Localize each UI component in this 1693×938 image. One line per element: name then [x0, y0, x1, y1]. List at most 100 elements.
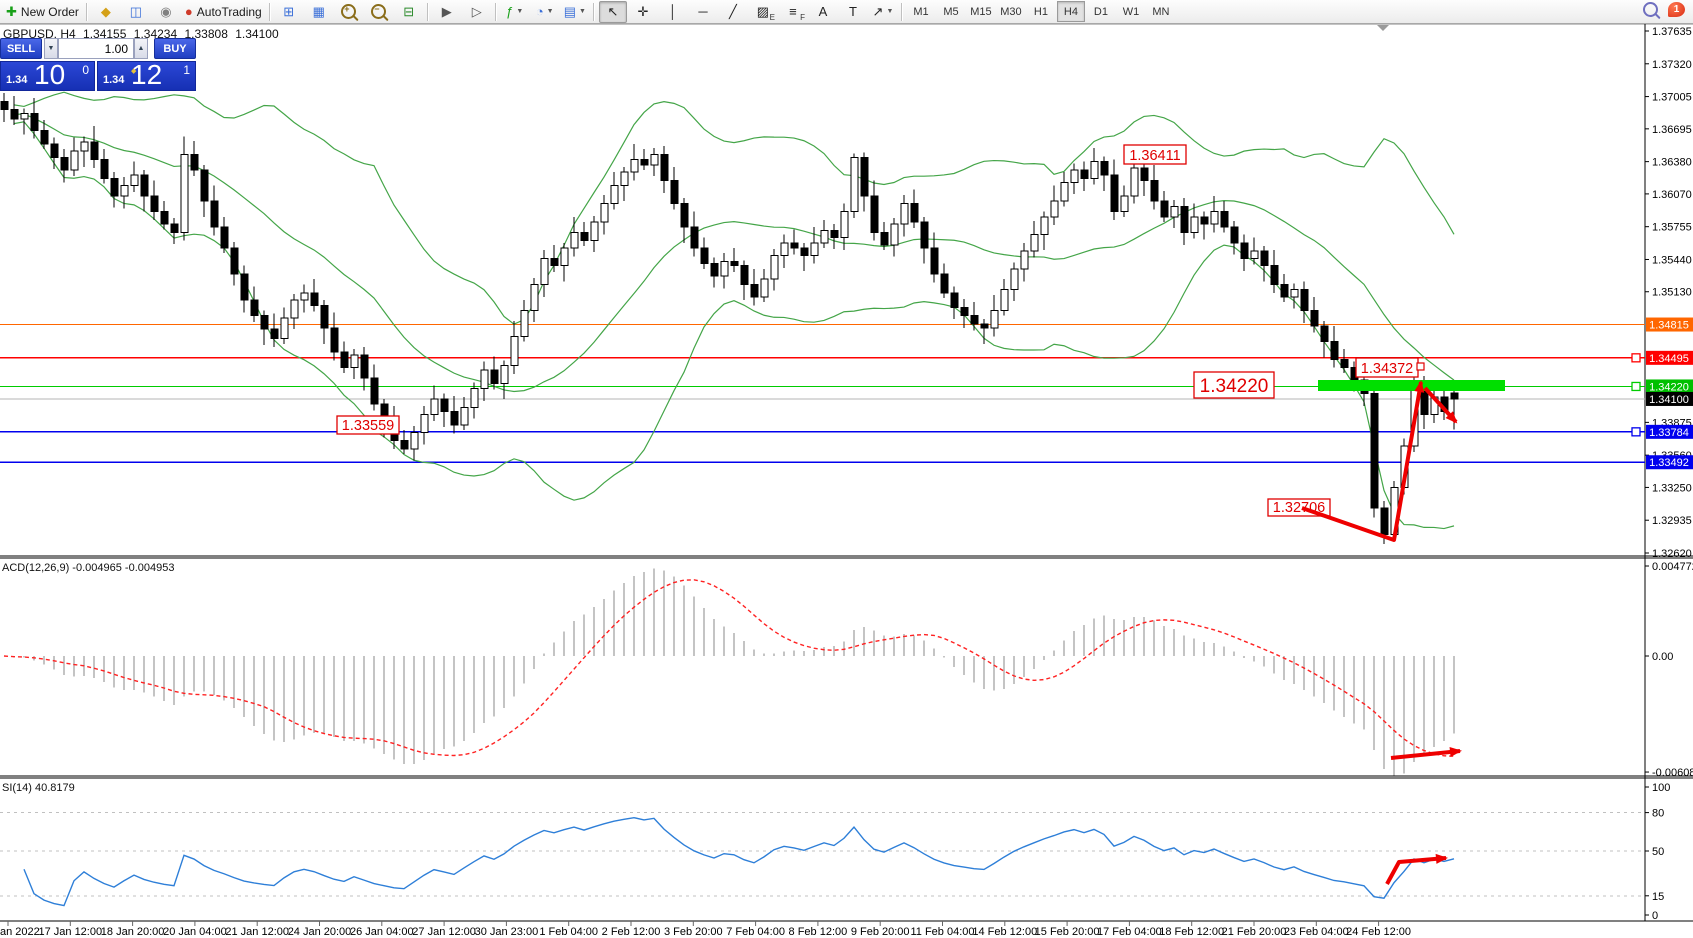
macd-arrow[interactable] [1390, 747, 1462, 760]
price-label-box[interactable] [1193, 371, 1275, 399]
line-end-marker[interactable] [1631, 427, 1641, 437]
line-end-marker[interactable] [1631, 381, 1641, 392]
candle [1290, 289, 1299, 298]
candle [790, 242, 799, 249]
timeframe-button-mn[interactable]: MN [1152, 5, 1170, 18]
svg-text:0.004772: 0.004772 [1652, 561, 1693, 573]
new-order-button[interactable]: ✚ New Order [3, 1, 82, 23]
text-button[interactable]: A [809, 1, 837, 23]
candle [690, 226, 699, 249]
chart-shift-button[interactable]: ▷ [463, 1, 491, 23]
new-chart-button[interactable]: ⊞ [275, 1, 303, 23]
toolbar-divider [268, 2, 271, 21]
candle [920, 221, 929, 249]
arrows-button[interactable]: ↗ ▼ [869, 1, 897, 23]
chart-shift-marker[interactable] [1377, 25, 1389, 31]
candle [620, 171, 629, 187]
tile-windows-icon: ⊟ [403, 3, 415, 19]
candle [680, 202, 689, 228]
sell-price-handle: 1.34 [6, 74, 28, 86]
price-label-box[interactable] [336, 415, 400, 435]
rsi-arrow[interactable] [1385, 853, 1448, 885]
timeframe-button-m1[interactable]: M1 [913, 5, 929, 18]
support-zone-rectangle[interactable] [1318, 380, 1505, 391]
buy-price-point: 1 [183, 63, 190, 77]
candle [130, 174, 139, 187]
svg-text:21 Jan 12:00: 21 Jan 12:00 [225, 926, 289, 938]
candle [470, 388, 479, 408]
candle [1340, 358, 1349, 369]
line-end-marker[interactable] [1631, 353, 1641, 363]
buy-button[interactable]: BUY [154, 38, 196, 59]
svg-text:7 Feb 04:00: 7 Feb 04:00 [726, 926, 785, 938]
zoom-in-icon: + [341, 4, 359, 22]
candle [1060, 181, 1069, 202]
indicators-button[interactable]: ƒ ▼ [501, 1, 529, 23]
macd-signal-line [3, 579, 1455, 757]
candle [280, 317, 289, 340]
candle [1370, 393, 1379, 509]
candle [610, 185, 619, 204]
horizontal-line-button[interactable]: ─ [689, 1, 717, 23]
text-label-button[interactable]: T [839, 1, 867, 23]
candle [1450, 392, 1459, 400]
periods-button[interactable]: ◔ ▼ [531, 1, 559, 23]
candle [1310, 309, 1319, 327]
notification-badge[interactable]: 1 [1668, 2, 1685, 17]
buy-price[interactable]: 1.34 12 1 [97, 59, 196, 91]
zoom-out-button[interactable]: − [365, 1, 393, 23]
cursor-button[interactable]: ↖ [598, 0, 627, 23]
pullback-arrow[interactable] [1423, 386, 1458, 424]
svg-text:26 Jan 04:00: 26 Jan 04:00 [350, 926, 414, 938]
search-icon[interactable] [1643, 2, 1661, 20]
auto-scroll-button[interactable]: ▶ [433, 1, 461, 23]
candle [70, 150, 79, 171]
candle [840, 211, 849, 239]
candle [1210, 211, 1219, 225]
trendline-button[interactable]: ╱ [719, 1, 747, 23]
equidistant-channel-button[interactable]: ▨ E [756, 3, 775, 22]
chart-window-button[interactable]: ◫ [122, 1, 150, 23]
timeframe-button-m15[interactable]: M15 [970, 5, 992, 18]
timeframe-button-w1[interactable]: W1 [1122, 5, 1140, 18]
svg-text:1.32935: 1.32935 [1652, 515, 1692, 527]
signals-button[interactable]: ◉ [152, 1, 180, 23]
label-anchor-marker[interactable] [1416, 362, 1425, 371]
candle [820, 229, 829, 244]
price-label-box[interactable] [1123, 144, 1187, 165]
rally-arrow[interactable] [1301, 380, 1425, 542]
sell-button[interactable]: SELL [0, 38, 42, 59]
timeframe-button-m5[interactable]: M5 [943, 5, 959, 18]
svg-text:an 2022: an 2022 [0, 926, 40, 938]
candle [900, 202, 909, 225]
crosshair-button[interactable]: ✛ [629, 1, 657, 23]
rsi-levels [0, 812, 1645, 897]
timeframe-button-m30[interactable]: M30 [1000, 5, 1022, 18]
svg-text:21 Feb 20:00: 21 Feb 20:00 [1222, 926, 1287, 938]
volume-input[interactable] [58, 38, 134, 59]
candle [410, 431, 419, 450]
sell-price[interactable]: 1.34 10 0 [0, 59, 95, 91]
templates-button[interactable]: ▤ ▼ [561, 1, 589, 23]
tile-windows-button[interactable]: ⊟ [395, 1, 423, 23]
toolbar: ✚ New Order ◆ ◫ ◉ ● AutoTrading ⊞ ▦ + − ⊟ ▶ ▷ ƒ ▼ ◔ ▼ ▤ ▼ ↖ ✛… [0, 0, 1693, 24]
sell-price-big-digits: 10 [34, 59, 66, 90]
timeframe-button-h4[interactable]: H4 [1056, 1, 1085, 22]
fibonacci-button[interactable]: ≡ F [789, 4, 805, 22]
candle [1380, 507, 1389, 535]
profiles-button[interactable]: ▦ [305, 1, 333, 23]
candle [540, 257, 549, 285]
svg-text:14 Feb 12:00: 14 Feb 12:00 [972, 926, 1037, 938]
zoom-in-button[interactable]: + [335, 1, 363, 23]
vertical-line-button[interactable]: │ [659, 1, 687, 23]
metaeditor-button[interactable]: ◆ [92, 1, 120, 23]
timeframe-button-d1[interactable]: D1 [1093, 5, 1108, 18]
candle [1140, 167, 1149, 181]
candle [950, 292, 959, 308]
timeframe-button-h1[interactable]: H1 [1033, 5, 1048, 18]
volume-increase-button[interactable]: ▲ [134, 38, 148, 59]
trend-arrows [1301, 380, 1462, 885]
volume-decrease-button[interactable]: ▼ [44, 38, 58, 59]
autotrading-button[interactable]: ● AutoTrading [182, 1, 265, 23]
